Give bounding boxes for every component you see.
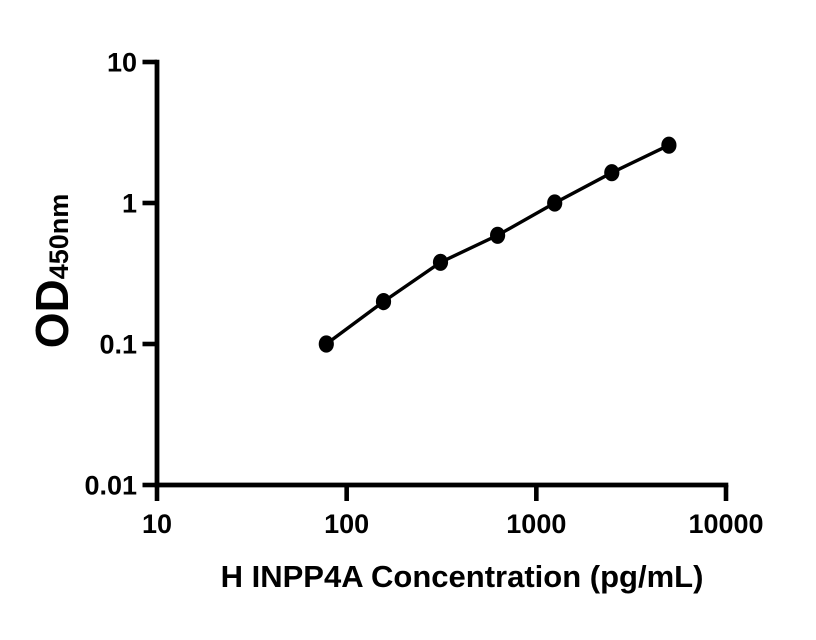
x-tick-label: 10 [142, 509, 172, 539]
data-point-marker [547, 194, 563, 212]
x-tick-label: 1000 [506, 509, 566, 539]
x-axis-title: H INPP4A Concentration (pg/mL) [220, 559, 704, 594]
y-axis-title: OD450nm [26, 193, 78, 349]
data-point-marker [490, 226, 506, 244]
y-tick-label: 1 [122, 189, 137, 219]
y-axis-title-main: OD [26, 279, 78, 349]
x-tick-label: 10000 [688, 509, 763, 539]
data-point-marker [604, 164, 620, 182]
data-point-marker [375, 293, 392, 311]
data-point-marker [432, 253, 449, 271]
data-point-marker [318, 335, 334, 353]
x-tick-label: 100 [324, 509, 369, 539]
y-axis-title-subscript: 450nm [44, 193, 74, 280]
y-tick-label: 0.01 [84, 471, 137, 501]
data-point-marker [661, 136, 677, 154]
y-tick-label: 10 [107, 48, 137, 78]
y-tick-label: 0.1 [99, 330, 137, 360]
